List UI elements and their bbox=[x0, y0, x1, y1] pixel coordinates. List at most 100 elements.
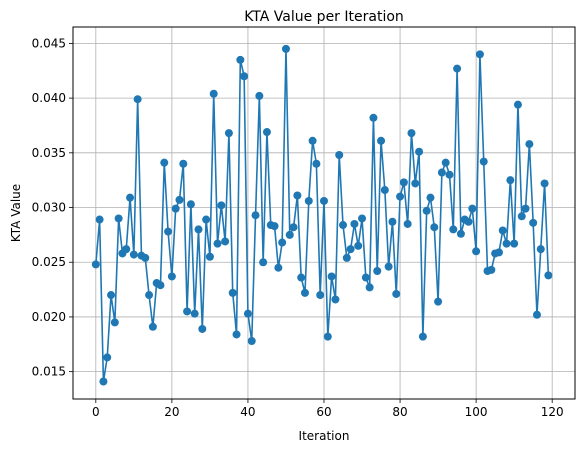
data-point bbox=[441, 158, 450, 167]
plot-series bbox=[91, 44, 553, 386]
data-point bbox=[373, 266, 382, 275]
data-point bbox=[236, 55, 245, 64]
y-tick-label: 0.040 bbox=[32, 91, 66, 105]
data-point bbox=[513, 100, 522, 109]
data-point bbox=[422, 206, 431, 215]
data-point bbox=[145, 291, 154, 300]
data-point bbox=[300, 288, 309, 297]
data-point bbox=[354, 241, 363, 250]
y-tick-label: 0.035 bbox=[32, 146, 66, 160]
data-point bbox=[331, 295, 340, 304]
data-point bbox=[209, 89, 218, 98]
data-point bbox=[346, 245, 355, 254]
data-point bbox=[411, 179, 420, 188]
data-point bbox=[274, 263, 283, 272]
data-point bbox=[167, 272, 176, 281]
data-point bbox=[221, 237, 230, 246]
data-point bbox=[437, 168, 446, 177]
data-point bbox=[91, 260, 100, 269]
data-point bbox=[418, 332, 427, 341]
data-point bbox=[198, 324, 207, 333]
data-point bbox=[449, 225, 458, 234]
data-point bbox=[217, 201, 226, 210]
data-point bbox=[107, 291, 116, 300]
data-point bbox=[434, 297, 443, 306]
data-point bbox=[453, 64, 462, 73]
data-point bbox=[426, 193, 435, 202]
data-point bbox=[540, 179, 549, 188]
series-line bbox=[95, 48, 550, 383]
data-point bbox=[129, 250, 138, 259]
data-point bbox=[430, 223, 439, 232]
data-point bbox=[312, 159, 321, 168]
data-point bbox=[304, 196, 313, 205]
data-point bbox=[369, 113, 378, 122]
data-point bbox=[479, 157, 488, 166]
data-point bbox=[380, 186, 389, 195]
x-tick-label: 20 bbox=[164, 405, 179, 419]
data-point bbox=[475, 50, 484, 59]
data-point bbox=[270, 222, 279, 231]
data-point bbox=[251, 211, 260, 220]
data-point bbox=[472, 247, 481, 256]
data-point bbox=[278, 238, 287, 247]
data-point bbox=[399, 178, 408, 187]
data-point bbox=[445, 170, 454, 179]
data-point bbox=[194, 225, 203, 234]
y-axis-title: KTA Value bbox=[9, 184, 23, 242]
data-point bbox=[175, 195, 184, 204]
data-point bbox=[293, 191, 302, 200]
x-tick-label: 100 bbox=[465, 405, 488, 419]
data-point bbox=[133, 95, 142, 104]
x-axis-title: Iteration bbox=[299, 429, 350, 443]
data-point bbox=[160, 158, 169, 167]
data-point bbox=[316, 291, 325, 300]
data-point bbox=[521, 204, 530, 213]
data-point bbox=[259, 258, 268, 267]
data-point bbox=[415, 147, 424, 156]
data-point bbox=[525, 140, 534, 149]
data-point bbox=[392, 289, 401, 298]
data-point bbox=[171, 204, 180, 213]
data-point bbox=[532, 310, 541, 319]
y-tick-label: 0.030 bbox=[32, 201, 66, 215]
data-point bbox=[205, 252, 214, 261]
x-tick-label: 60 bbox=[316, 405, 331, 419]
y-tick-label: 0.045 bbox=[32, 36, 66, 50]
data-point bbox=[517, 212, 526, 221]
data-point bbox=[358, 214, 367, 223]
data-point bbox=[308, 136, 317, 145]
data-point bbox=[365, 283, 374, 292]
data-point bbox=[126, 193, 135, 202]
data-point bbox=[403, 219, 412, 228]
data-point bbox=[335, 151, 344, 160]
data-point bbox=[202, 215, 211, 224]
data-point bbox=[285, 230, 294, 239]
data-point bbox=[506, 176, 515, 185]
data-point bbox=[544, 271, 553, 280]
data-point bbox=[183, 307, 192, 316]
data-point bbox=[110, 318, 119, 327]
data-point bbox=[164, 227, 173, 236]
data-point bbox=[262, 128, 271, 137]
data-point bbox=[407, 129, 416, 138]
data-point bbox=[95, 215, 104, 224]
x-tick-label: 40 bbox=[240, 405, 255, 419]
data-point bbox=[114, 214, 123, 223]
data-point bbox=[498, 226, 507, 235]
data-point bbox=[320, 196, 328, 205]
data-point bbox=[240, 72, 249, 81]
data-point bbox=[396, 192, 405, 201]
axes-frame bbox=[72, 26, 576, 400]
data-point bbox=[536, 245, 545, 254]
data-point bbox=[323, 332, 332, 341]
data-point bbox=[384, 262, 393, 271]
data-point bbox=[224, 129, 233, 138]
data-point bbox=[243, 309, 252, 318]
data-point bbox=[148, 322, 157, 331]
x-tick-label: 120 bbox=[541, 405, 564, 419]
data-point bbox=[232, 330, 241, 339]
data-point bbox=[327, 272, 336, 281]
data-point bbox=[156, 281, 165, 290]
